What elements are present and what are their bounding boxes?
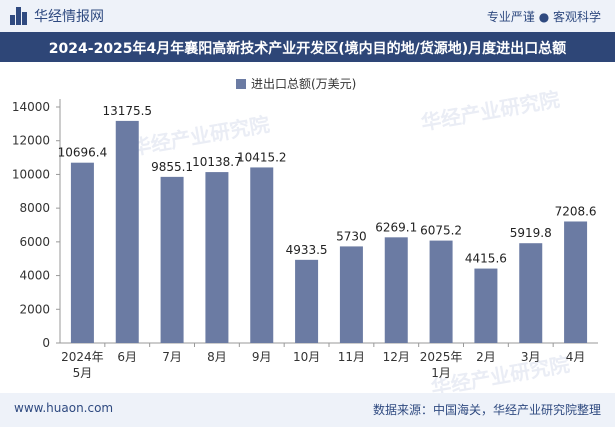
data-label: 4415.6 <box>465 252 507 266</box>
legend-label: 进出口总额(万美元) <box>251 77 357 91</box>
y-tick-label: 10000 <box>12 167 50 181</box>
bar <box>339 246 363 343</box>
bar <box>429 240 453 343</box>
x-tick-label: 1月 <box>431 366 451 380</box>
bar <box>205 172 229 343</box>
footer-url[interactable]: www.huaon.com <box>14 401 114 415</box>
title-bar: 2024-2025年4月年襄阳高新技术产业开发区(境内目的地/货源地)月度进出口… <box>0 32 615 62</box>
bar <box>564 221 588 343</box>
x-tick-label: 10月 <box>293 350 320 364</box>
data-label: 10415.2 <box>237 150 287 164</box>
x-tick-label: 9月 <box>252 350 272 364</box>
data-label: 13175.5 <box>102 104 152 118</box>
legend: 进出口总额(万美元) <box>236 75 356 92</box>
bar <box>384 237 408 343</box>
x-tick-label: 7月 <box>162 350 182 364</box>
y-tick-label: 6000 <box>19 235 50 249</box>
data-label: 9855.1 <box>151 160 193 174</box>
y-tick-label: 4000 <box>19 269 50 283</box>
logo-icon <box>10 7 28 25</box>
brand[interactable]: 华经情报网 <box>10 6 104 26</box>
bar <box>295 259 319 343</box>
data-label: 4933.5 <box>286 243 328 257</box>
x-tick-label: 12月 <box>383 350 410 364</box>
x-tick-label: 6月 <box>117 350 137 364</box>
x-tick-label: 2025年 <box>420 350 463 364</box>
y-tick-label: 8000 <box>19 201 50 215</box>
y-tick-label: 2000 <box>19 302 50 316</box>
x-tick-label: 2024年 <box>61 350 104 364</box>
chart-title: 2024-2025年4月年襄阳高新技术产业开发区(境内目的地/货源地)月度进出口… <box>48 41 567 57</box>
data-label: 6075.2 <box>420 224 462 238</box>
x-tick-label: 2月 <box>476 350 496 364</box>
x-tick-label: 8月 <box>207 350 227 364</box>
data-label: 6269.1 <box>375 220 417 234</box>
bar <box>474 268 498 343</box>
footer-bar: www.huaon.com 数据来源：中国海关，华经产业研究院整理 <box>0 393 615 427</box>
brand-name: 华经情报网 <box>34 9 104 25</box>
x-tick-label: 4月 <box>566 350 586 364</box>
bar <box>519 243 543 343</box>
data-label: 7208.6 <box>555 204 597 218</box>
header-bar: 华经情报网 专业严谨 ● 客观科学 <box>0 0 615 32</box>
bar <box>250 167 274 343</box>
x-tick-label: 5月 <box>73 366 93 380</box>
bar <box>115 120 139 343</box>
y-tick-label: 12000 <box>12 134 50 148</box>
x-tick-label: 3月 <box>521 350 541 364</box>
y-tick-label: 0 <box>42 336 50 350</box>
data-label: 5919.8 <box>510 226 552 240</box>
bar <box>160 176 184 343</box>
x-tick-label: 11月 <box>338 350 365 364</box>
legend-swatch <box>236 78 246 89</box>
data-label: 5730 <box>336 229 367 243</box>
bar <box>70 162 94 343</box>
y-tick-label: 14000 <box>12 100 50 114</box>
data-label: 10138.7 <box>192 155 242 169</box>
tagline: 专业严谨 ● 客观科学 <box>486 10 601 24</box>
footer-source: 数据来源：中国海关，华经产业研究院整理 <box>372 403 601 417</box>
data-label: 10696.4 <box>58 146 108 160</box>
